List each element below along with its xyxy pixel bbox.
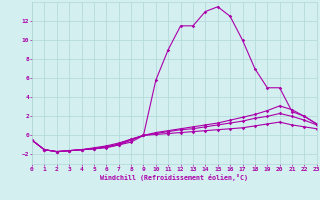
X-axis label: Windchill (Refroidissement éolien,°C): Windchill (Refroidissement éolien,°C) xyxy=(100,174,248,181)
